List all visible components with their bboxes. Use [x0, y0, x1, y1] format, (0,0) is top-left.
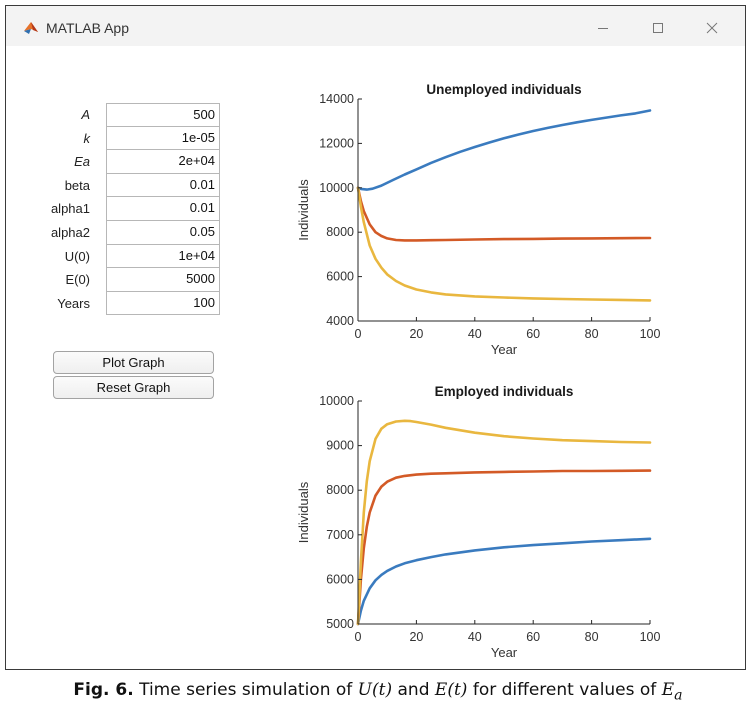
- chart-employed-title: Employed individuals: [435, 384, 574, 399]
- param-label-alpha1: alpha1: [50, 201, 90, 217]
- chart-employed-series-yellow: [356, 419, 652, 626]
- chart-unemployed-y-tick-label: 10000: [319, 181, 354, 195]
- chart-employed-y-tick-label: 5000: [326, 617, 354, 631]
- chart-employed-x-tick-label: 100: [640, 630, 661, 644]
- chart-unemployed-series-blue: [356, 109, 652, 191]
- caption-ea-base: E: [661, 680, 675, 700]
- reset-graph-button[interactable]: Reset Graph: [53, 376, 214, 399]
- param-row-alpha2: alpha2 0.05: [34, 220, 224, 245]
- chart-employed-x-label: Year: [491, 645, 518, 660]
- chart-employed-y-tick-label: 6000: [326, 572, 354, 586]
- parameter-panel: A 500 k 1e-05 Ea 2e+04 beta 0.01 alpha1 …: [34, 103, 224, 316]
- plot-graph-button[interactable]: Plot Graph: [53, 351, 214, 374]
- param-input-ea[interactable]: 2e+04: [106, 150, 220, 174]
- chart-employed-y-tick-label: 7000: [326, 528, 354, 542]
- chart-unemployed-y-tick-label: 4000: [326, 314, 354, 328]
- chart-unemployed-x-tick-label: 60: [526, 327, 540, 341]
- caption-e: E(t): [434, 680, 468, 700]
- chart-employed-x-tick-label: 60: [526, 630, 540, 644]
- close-button[interactable]: [692, 14, 732, 42]
- chart-unemployed-y-tick-label: 8000: [326, 225, 354, 239]
- chart-unemployed-x-tick-label: 20: [409, 327, 423, 341]
- chart-employed-x-tick-label: 20: [409, 630, 423, 644]
- caption-fig-number: Fig. 6.: [73, 680, 134, 700]
- param-row-u0: U(0) 1e+04: [34, 244, 224, 269]
- close-icon: [706, 22, 718, 34]
- chart-employed-x-tick-label: 40: [468, 630, 482, 644]
- chart-employed-x-tick-label: 80: [585, 630, 599, 644]
- chart-employed-series-blue: [356, 537, 652, 626]
- param-input-a[interactable]: 500: [106, 103, 220, 127]
- param-input-e0[interactable]: 5000: [106, 268, 220, 292]
- chart-unemployed-x-tick-label: 80: [585, 327, 599, 341]
- param-input-alpha2[interactable]: 0.05: [106, 220, 220, 245]
- param-input-years[interactable]: 100: [106, 291, 220, 316]
- chart-unemployed-y-tick-label: 6000: [326, 270, 354, 284]
- param-label-u0: U(0): [64, 248, 90, 264]
- caption-text-1: Time series simulation of: [139, 680, 353, 700]
- charts-canvas: 0 20 40 60 80 100 4000 6000 8000 10000 12000 14000 U…: [296, 82, 661, 660]
- param-label-ea: Ea: [74, 154, 90, 170]
- param-input-beta[interactable]: 0.01: [106, 173, 220, 198]
- param-label-a: A: [81, 107, 90, 122]
- chart-employed-y-label: Individuals: [296, 481, 311, 543]
- figure-caption: Fig. 6. Time series simulation of U(t) a…: [0, 680, 756, 703]
- chart-unemployed-y-tick-label: 12000: [319, 136, 354, 150]
- matlab-logo-icon: [24, 22, 38, 34]
- window-title: MATLAB App: [46, 20, 130, 36]
- chart-unemployed-x-label: Year: [491, 342, 518, 357]
- param-input-alpha1[interactable]: 0.01: [106, 197, 220, 221]
- chart-employed-y-tick-label: 8000: [326, 483, 354, 497]
- chart-employed-y-tick-label: 10000: [319, 394, 354, 408]
- minimize-icon: [598, 28, 608, 29]
- maximize-button[interactable]: [638, 14, 678, 42]
- caption-u: U(t): [357, 680, 393, 700]
- param-input-k[interactable]: 1e-05: [106, 126, 220, 151]
- param-row-beta: beta 0.01: [34, 173, 224, 198]
- chart-unemployed-series-yellow: [356, 186, 652, 302]
- param-row-ea: Ea 2e+04: [34, 150, 224, 174]
- chart-unemployed-title: Unemployed individuals: [426, 82, 581, 97]
- param-row-e0: E(0) 5000: [34, 268, 224, 292]
- chart-unemployed-x-tick-label: 0: [355, 327, 362, 341]
- param-row-alpha1: alpha1 0.01: [34, 197, 224, 221]
- param-label-beta: beta: [64, 177, 90, 193]
- chart-employed-x-tick-label: 0: [355, 630, 362, 644]
- chart-unemployed-y-label: Individuals: [296, 179, 311, 241]
- caption-text-3: for different values of: [472, 680, 657, 700]
- caption-ea-sub: a: [674, 687, 683, 704]
- param-label-alpha2: alpha2: [50, 224, 90, 240]
- maximize-icon: [653, 23, 663, 33]
- param-label-k: k: [83, 130, 91, 146]
- param-label-e0: E(0): [65, 272, 90, 288]
- caption-ea: Ea: [661, 680, 683, 704]
- caption-text-2: and: [397, 680, 430, 700]
- param-row-a: A 500: [34, 103, 224, 127]
- param-input-u0[interactable]: 1e+04: [106, 244, 220, 269]
- chart-unemployed-x-tick-label: 40: [468, 327, 482, 341]
- chart-employed-series-orange: [356, 469, 652, 626]
- title-bar: MATLAB App: [6, 6, 745, 46]
- chart-unemployed-series-orange: [356, 186, 652, 242]
- param-label-years: Years: [57, 295, 90, 311]
- param-row-k: k 1e-05: [34, 126, 224, 151]
- chart-unemployed-y-tick-label: 14000: [319, 92, 354, 106]
- chart-unemployed-x-tick-label: 100: [640, 327, 661, 341]
- minimize-button[interactable]: [583, 14, 623, 42]
- param-row-years: Years 100: [34, 291, 224, 316]
- chart-employed-y-tick-label: 9000: [326, 439, 354, 453]
